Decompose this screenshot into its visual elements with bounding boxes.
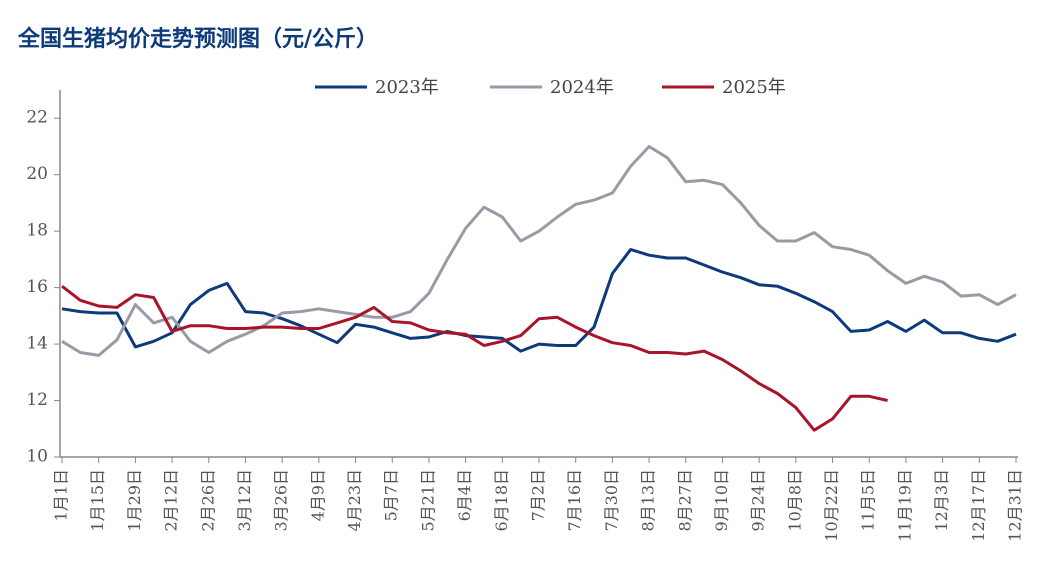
x-tick-label: 8月27日 [675,469,694,532]
x-tick-label: 5月21日 [418,469,437,532]
x-tick-label: 7月30日 [602,469,621,532]
y-tick-label: 18 [26,221,48,241]
x-tick-label: 8月13日 [639,469,658,532]
x-tick-label: 1月15日 [88,469,107,532]
x-tick-label: 6月18日 [492,469,511,532]
x-tick-label: 6月4日 [455,469,474,521]
x-tick-label: 7月16日 [565,469,584,532]
x-tick-label: 2月12日 [162,469,181,532]
y-tick-label: 22 [26,108,48,128]
line-series [61,285,888,432]
x-tick-label: 9月10日 [712,469,731,532]
legend-label: 2024年 [550,77,614,98]
y-tick-label: 14 [26,334,48,354]
x-tick-label: 12月17日 [969,469,988,542]
x-tick-label: 7月2日 [529,469,548,521]
x-tick-label: 10月8日 [785,469,804,532]
x-tick-label: 12月3日 [932,469,951,532]
x-tick-label: 4月23日 [345,469,364,532]
x-tick-label: 2月26日 [198,469,217,532]
legend-label: 2025年 [722,77,786,98]
y-tick-label: 20 [26,164,48,184]
x-tick-label: 12月31日 [1006,469,1025,542]
x-tick-label: 3月12日 [235,469,254,532]
y-tick-label: 12 [26,390,48,410]
x-tick-label: 10月22日 [822,469,841,542]
x-tick-label: 5月7日 [382,469,401,521]
y-tick-label: 16 [26,277,48,297]
line-series [61,145,1017,357]
legend-label: 2023年 [375,77,439,98]
x-tick-label: 9月24日 [749,469,768,532]
x-tick-label: 1月29日 [125,469,144,532]
y-tick-label: 10 [26,447,48,467]
x-tick-label: 11月19日 [895,469,914,542]
x-tick-label: 4月9日 [308,469,327,521]
x-tick-label: 11月5日 [859,469,878,532]
x-tick-label: 3月26日 [272,469,291,532]
chart-title: 全国生猪均价走势预测图（元/公斤） [17,26,378,52]
x-tick-label: 1月1日 [52,469,71,521]
line-series [61,248,1017,353]
